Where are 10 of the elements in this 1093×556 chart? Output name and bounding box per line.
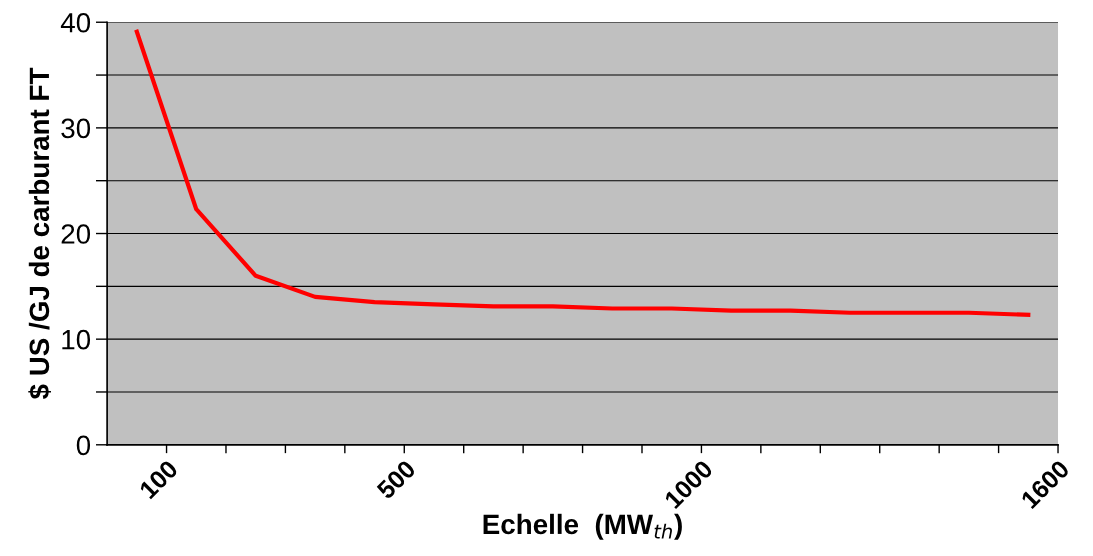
y-tick-label: 30: [61, 118, 91, 139]
x-tick-label: 500: [375, 459, 417, 500]
y-axis-title: $ US /GJ de carburant FT: [28, 67, 51, 400]
x-axis-title: Echelle (MW$_{th}$): [483, 513, 682, 540]
y-tick-label: 40: [60, 12, 91, 33]
line-series: [134, 29, 1031, 317]
x-tick-label: 100: [138, 459, 179, 500]
y-tick-label: 20: [61, 224, 91, 244]
y-tick-label: 10: [62, 329, 91, 350]
y-tick-label: 0: [76, 435, 91, 456]
